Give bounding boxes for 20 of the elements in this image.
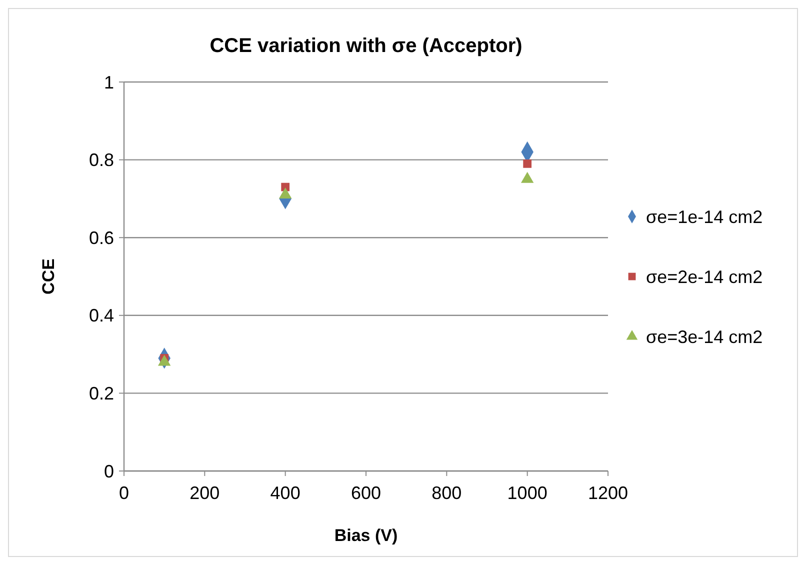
y-tick-label: 0.6 xyxy=(88,228,114,248)
legend-label: σe=1e-14 cm2 xyxy=(646,206,763,227)
legend-label: σe=2e-14 cm2 xyxy=(646,266,763,287)
y-axis-title: CCE xyxy=(39,258,58,294)
chart-title: CCE variation with σe (Acceptor) xyxy=(210,35,522,57)
x-tick-label: 1000 xyxy=(507,483,548,503)
x-tick-label: 200 xyxy=(190,483,220,503)
y-tick-label: 0.4 xyxy=(88,306,114,326)
x-axis-title: Bias (V) xyxy=(334,526,398,545)
y-tick-label: 0.8 xyxy=(88,150,114,170)
y-tick-label: 1 xyxy=(104,72,114,92)
x-tick-label: 600 xyxy=(350,483,382,503)
x-tick-label: 0 xyxy=(118,483,130,503)
y-tick-label: 0.2 xyxy=(88,384,114,404)
x-tick-label: 800 xyxy=(432,483,462,503)
point xyxy=(523,160,532,168)
x-tick-label: 1200 xyxy=(588,483,628,503)
y-tick-label: 0 xyxy=(104,461,114,482)
x-tick-label: 400 xyxy=(270,483,300,503)
legend-label: σe=3e-14 cm2 xyxy=(646,326,763,347)
